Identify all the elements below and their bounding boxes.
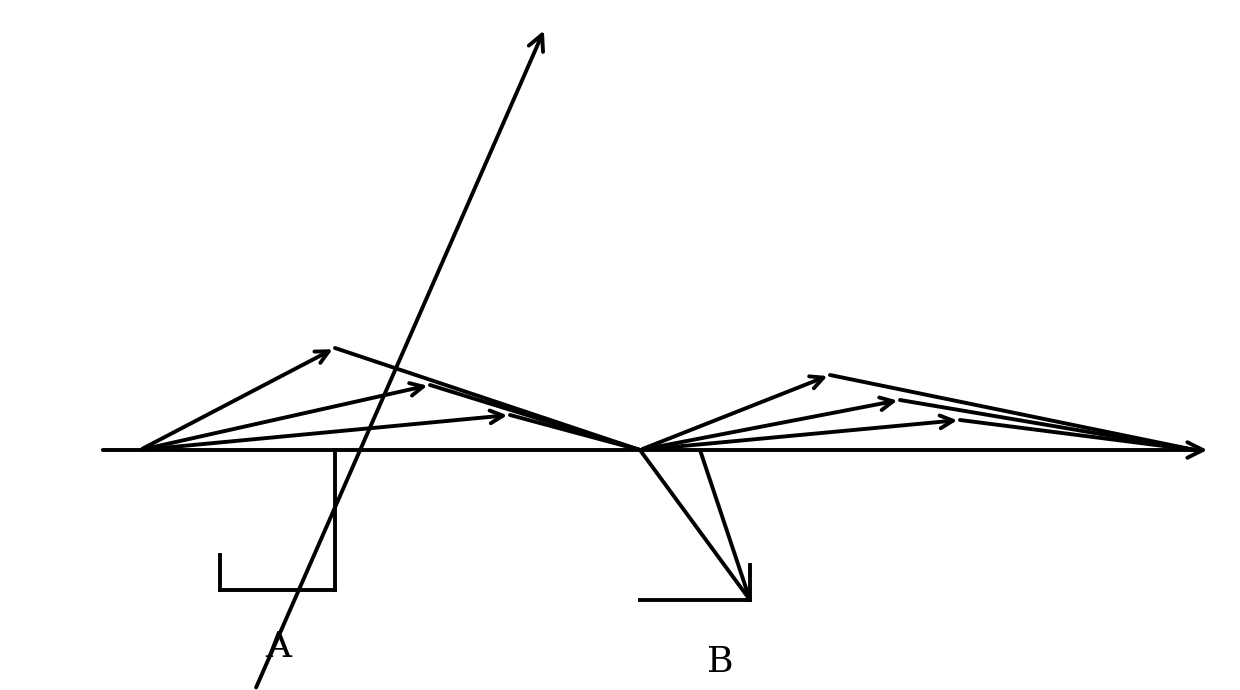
Text: A: A — [265, 630, 291, 664]
Text: B: B — [707, 645, 733, 679]
